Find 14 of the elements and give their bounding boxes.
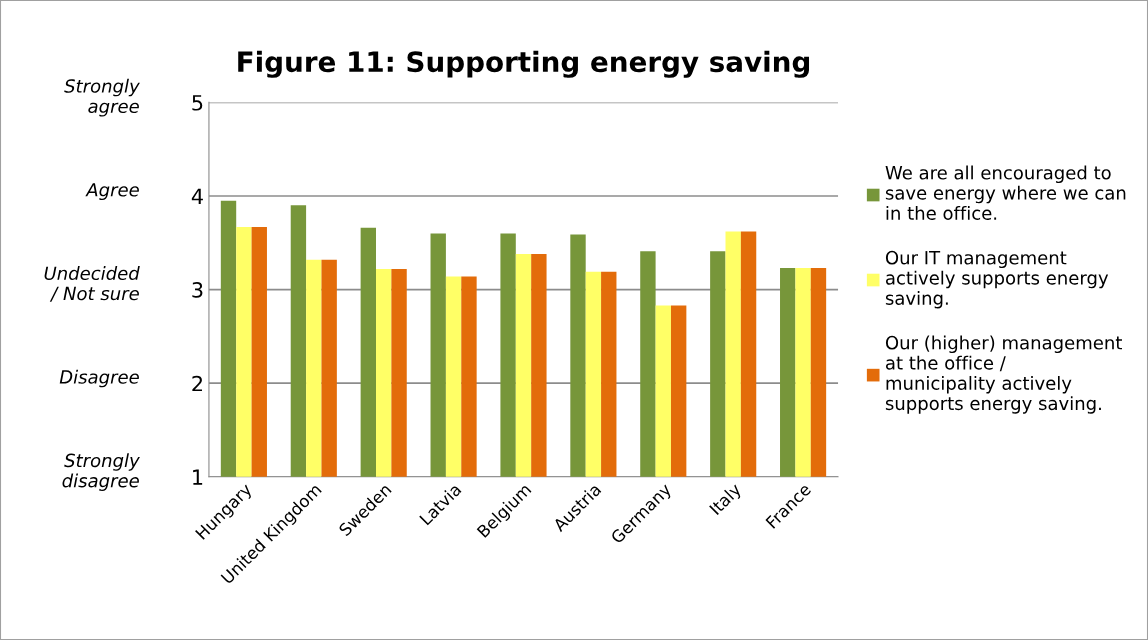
text: Agree — [85, 183, 139, 201]
text: Disagree — [59, 369, 139, 388]
legend-label: Our IT management actively supports energy saving. — [885, 250, 1109, 309]
text: Undecided / Not sure — [44, 266, 140, 302]
y-tick-label: 3 — [192, 282, 203, 298]
chart-title: Figure 11: Supporting energy saving — [238, 50, 809, 78]
text: Strongly agree — [64, 78, 140, 117]
y-tick-label: 2 — [192, 375, 202, 392]
text: Strongly disagree — [62, 453, 140, 491]
legend-label: We are all encouraged to save energy where we can in the office. — [885, 165, 1126, 220]
y-tick-label: 5 — [192, 95, 203, 111]
y-tick-label: 4 — [191, 188, 203, 204]
legend-label: Our (higher) management at the office / municipality actively supports energy saving. — [885, 335, 1122, 414]
y-tick-label: 1 — [193, 469, 203, 485]
